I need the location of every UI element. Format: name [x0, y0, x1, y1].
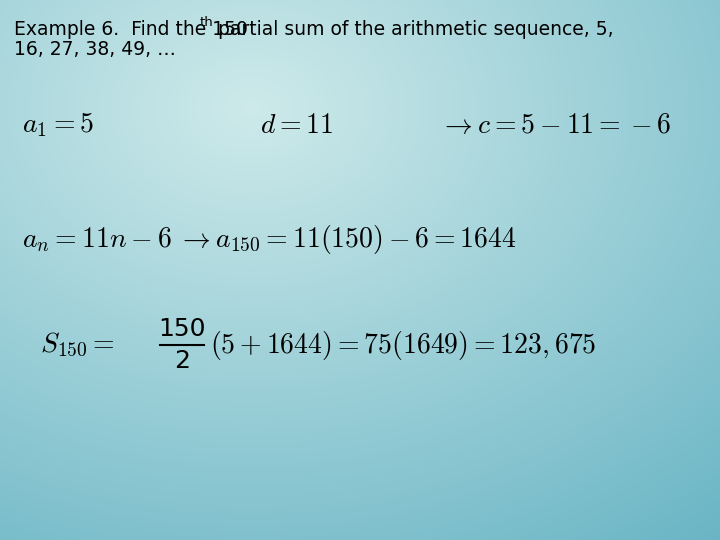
Text: $S_{150}=$: $S_{150}=$: [40, 331, 115, 359]
Text: partial sum of the arithmetic sequence, 5,: partial sum of the arithmetic sequence, …: [212, 20, 613, 39]
Text: $a_n=11n-6\;\rightarrow a_{150}=11(150)-6=1644$: $a_n=11n-6\;\rightarrow a_{150}=11(150)-…: [22, 224, 517, 256]
Text: Example 6.  Find the 150: Example 6. Find the 150: [14, 20, 248, 39]
Text: 2: 2: [174, 349, 190, 373]
Text: $d=11$: $d=11$: [260, 111, 333, 139]
Text: $a_1=5$: $a_1=5$: [22, 111, 94, 139]
Text: $\rightarrow c=5-11=-6$: $\rightarrow c=5-11=-6$: [440, 111, 671, 139]
Text: 150: 150: [158, 317, 206, 341]
Text: 16, 27, 38, 49, …: 16, 27, 38, 49, …: [14, 40, 176, 59]
Text: th: th: [200, 16, 214, 29]
Text: $(5+1644)=75(1649)=123,675$: $(5+1644)=75(1649)=123,675$: [210, 328, 596, 361]
